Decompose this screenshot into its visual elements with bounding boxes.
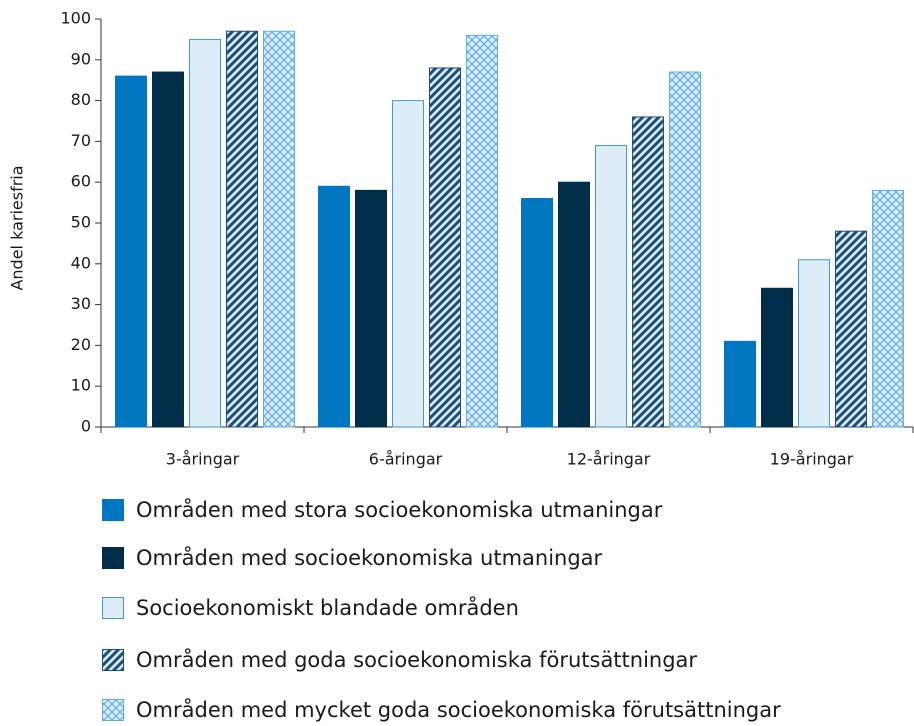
bar (263, 30, 295, 428)
y-axis-label: Andel kariesfria (8, 165, 27, 290)
legend-swatch (102, 547, 124, 569)
bar (632, 116, 664, 428)
legend-swatch (102, 499, 124, 521)
bar (724, 340, 756, 428)
y-tick-label: 70 (71, 131, 91, 150)
bar (318, 185, 350, 428)
legend-label: Områden med mycket goda socioekonomiska … (136, 697, 781, 722)
legend-label: Områden med socioekonomiska utmaningar (136, 545, 603, 570)
bar (761, 287, 793, 428)
bar (521, 198, 553, 428)
bar (226, 30, 258, 428)
y-tick-label: 20 (71, 335, 91, 354)
y-tick-label: 100 (60, 9, 91, 28)
bar (115, 75, 147, 428)
bar (152, 71, 184, 428)
bar (189, 38, 221, 428)
bar (466, 34, 498, 428)
legend-label: Områden med stora socioekonomiska utmani… (136, 497, 663, 522)
y-tick-label: 30 (71, 294, 91, 313)
legend-label: Områden med goda socioekonomiska förutsä… (136, 647, 697, 672)
bar (872, 189, 904, 428)
y-tick-label: 40 (71, 253, 91, 272)
bar (669, 71, 701, 428)
x-tick-label: 6-åringar (369, 450, 443, 469)
bar (835, 230, 867, 428)
y-tick-label: 60 (71, 172, 91, 191)
x-tick-label: 19-åringar (770, 450, 854, 469)
y-tick-label: 10 (71, 376, 91, 395)
x-tick-label: 12-åringar (567, 450, 651, 469)
legend-swatch (102, 649, 124, 671)
legend-swatch (102, 699, 124, 721)
bar (355, 189, 387, 428)
bar (392, 100, 424, 428)
y-tick-label: 90 (71, 49, 91, 68)
y-tick-label: 50 (71, 213, 91, 232)
legend-label: Socioekonomiskt blandade områden (136, 595, 519, 620)
bar (429, 67, 461, 428)
bar (595, 144, 627, 428)
y-tick-label: 80 (71, 90, 91, 109)
y-tick-label: 0 (81, 417, 91, 436)
legend-swatch (102, 597, 124, 619)
x-tick-label: 3-åringar (166, 450, 240, 469)
bar (798, 259, 830, 428)
bar (558, 181, 590, 428)
